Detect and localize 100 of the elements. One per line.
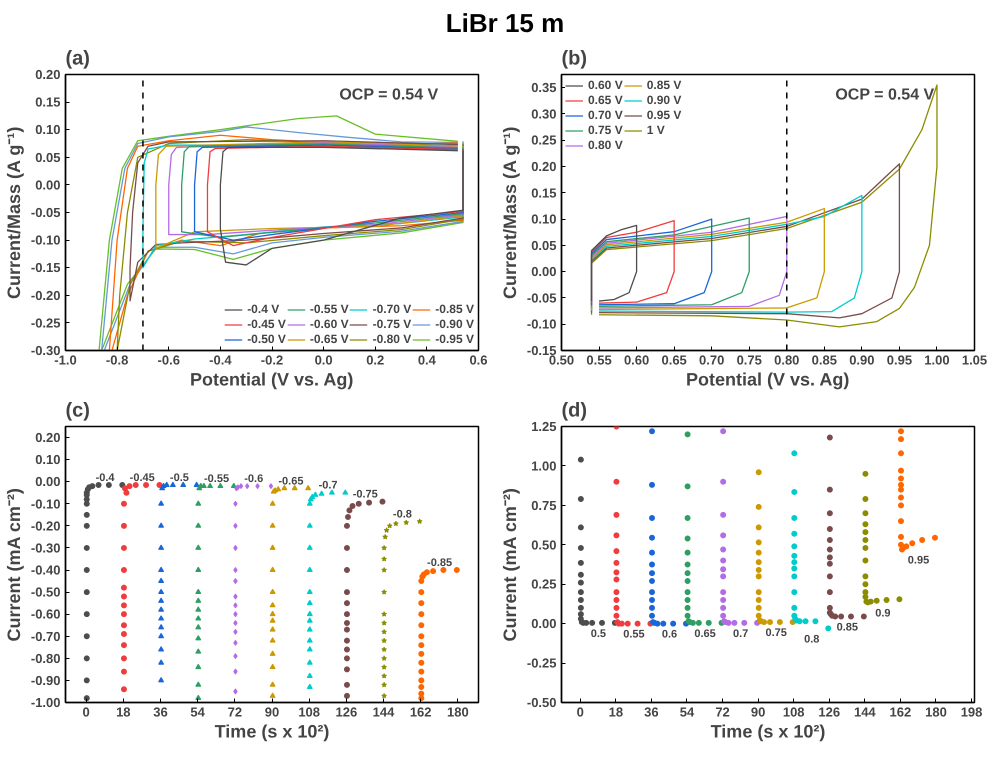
chart-subtitle: (b) — [562, 48, 588, 70]
y-axis-title: Current (mA cm⁻²) — [4, 488, 24, 642]
series-label: 0.95 — [908, 554, 930, 567]
y-tick-label: -0.10 — [30, 232, 61, 248]
x-tick-label: 162 — [410, 704, 432, 720]
legend-label: -0.95 V — [435, 332, 474, 346]
legend-label: -0.85 V — [435, 302, 474, 316]
x-tick-label: 108 — [298, 704, 320, 720]
x-tick-label: 36 — [644, 704, 659, 720]
chart-subtitle: (d) — [562, 400, 588, 422]
y-tick-label: 0.20 — [531, 159, 557, 174]
x-tick-label: 0.2 — [366, 352, 384, 368]
x-tick-label: 180 — [447, 704, 469, 720]
y-tick-label: 0.15 — [531, 185, 557, 200]
y-tick-label: -0.80 — [30, 650, 61, 666]
y-tick-label: -0.05 — [30, 205, 61, 220]
x-tick-label: -0.6 — [158, 352, 180, 368]
x-axis-title: Potential (V vs. Ag) — [190, 370, 354, 390]
x-tick-label: 0 — [82, 704, 90, 720]
x-tick-label: 18 — [608, 704, 624, 720]
x-tick-label: 1.00 — [924, 352, 950, 368]
x-tick-label: -0.4 — [209, 352, 232, 368]
legend-label: -0.80 V — [372, 332, 412, 346]
y-tick-label: -0.25 — [526, 656, 557, 671]
x-tick-label: 0.4 — [418, 352, 437, 368]
y-axis-title: Current/Mass (A g⁻¹) — [4, 126, 24, 300]
x-tick-label: 126 — [335, 704, 358, 720]
x-tick-label: 198 — [960, 704, 982, 720]
y-tick-label: -0.20 — [30, 518, 61, 534]
series-label: 0.55 — [623, 628, 645, 641]
y-tick-label: -0.10 — [30, 496, 61, 512]
x-tick-label: 144 — [854, 704, 876, 720]
series-label: -0.65 — [278, 475, 304, 488]
x-tick-label: 0.75 — [736, 352, 762, 368]
y-tick-label: 0.75 — [531, 498, 557, 513]
y-tick-label: -0.70 — [30, 628, 61, 644]
series-label: 0.9 — [875, 607, 891, 620]
x-tick-label: 18 — [116, 704, 131, 720]
legend-label: -0.45 V — [247, 317, 286, 331]
x-tick-label: 0.6 — [469, 352, 488, 368]
y-tick-label: 0.00 — [531, 616, 557, 632]
y-tick-label: 0.05 — [531, 238, 557, 253]
chart-subtitle: (a) — [66, 48, 90, 70]
x-tick-label: 0.90 — [849, 352, 875, 368]
y-tick-label: -0.30 — [30, 540, 61, 556]
y-tick-label: -0.50 — [526, 695, 557, 710]
chart-subtitle: (c) — [66, 400, 90, 422]
x-tick-label: 0.70 — [699, 352, 724, 368]
y-tick-label: 1.00 — [531, 458, 557, 474]
series-label: 0.6 — [662, 628, 678, 641]
x-axis-title: Time (s x 10²) — [710, 722, 826, 742]
y-tick-label: -0.90 — [30, 672, 61, 688]
y-tick-label: -0.40 — [30, 562, 61, 578]
y-tick-label: -0.50 — [30, 584, 61, 600]
series-label: -0.4 — [96, 472, 116, 484]
x-axis-title: Potential (V vs. Ag) — [686, 370, 850, 390]
series-label: -0.45 — [130, 472, 155, 484]
y-tick-label: -0.60 — [30, 606, 61, 622]
y-axis-title: Current (mA cm⁻²) — [500, 488, 520, 642]
series-label: 0.8 — [804, 633, 820, 646]
series-label: -0.5 — [170, 472, 189, 484]
legend-label: -0.65 V — [310, 332, 349, 346]
legend-label: -0.90 V — [435, 317, 474, 331]
x-tick-label: 0.80 — [774, 352, 800, 368]
series-label: 0.75 — [765, 627, 787, 640]
y-tick-label: 1.25 — [531, 419, 557, 434]
y-tick-label: 0.00 — [35, 177, 61, 192]
x-tick-label: 126 — [818, 704, 840, 720]
legend-label: 0.70 V — [588, 108, 623, 122]
legend-label: 0.65 V — [588, 93, 623, 107]
series-label: 0.85 — [836, 622, 858, 634]
x-tick-label: 54 — [190, 704, 206, 720]
series-label: 0.65 — [694, 628, 716, 640]
legend-label: -0.55 V — [310, 302, 349, 316]
y-tick-label: 0.30 — [531, 106, 557, 122]
y-tick-label: 0.35 — [531, 80, 557, 96]
legend-label: 0.95 V — [646, 108, 682, 122]
legend-label: 0.60 V — [588, 78, 623, 92]
legend-label: -0.75 V — [372, 317, 412, 331]
y-tick-label: 0.20 — [35, 430, 61, 446]
y-tick-label: -0.25 — [30, 315, 61, 330]
y-tick-label: 0.05 — [35, 150, 61, 165]
y-tick-label: 0.10 — [35, 122, 61, 138]
y-tick-label: 0.50 — [531, 537, 557, 552]
chart-title: LiBr 15 m — [446, 7, 564, 40]
legend-label: -0.50 V — [247, 332, 286, 346]
legend-label: 0.85 V — [646, 78, 682, 92]
series-label: -0.8 — [392, 508, 412, 520]
y-tick-label: -0.10 — [526, 316, 557, 332]
x-tick-label: 144 — [372, 704, 396, 720]
legend-label: -0.70 V — [372, 302, 412, 316]
y-tick-label: 0.25 — [531, 576, 557, 592]
y-tick-label: -1.00 — [30, 695, 61, 710]
x-tick-label: 0.60 — [624, 352, 650, 368]
y-tick-label: 0.00 — [35, 474, 61, 490]
x-tick-label: 0.95 — [886, 352, 912, 368]
series-label: -0.6 — [244, 473, 264, 486]
y-tick-label: -0.30 — [30, 343, 61, 358]
legend-label: 0.80 V — [588, 138, 623, 152]
x-axis-title: Time (s x 10²) — [214, 722, 330, 742]
